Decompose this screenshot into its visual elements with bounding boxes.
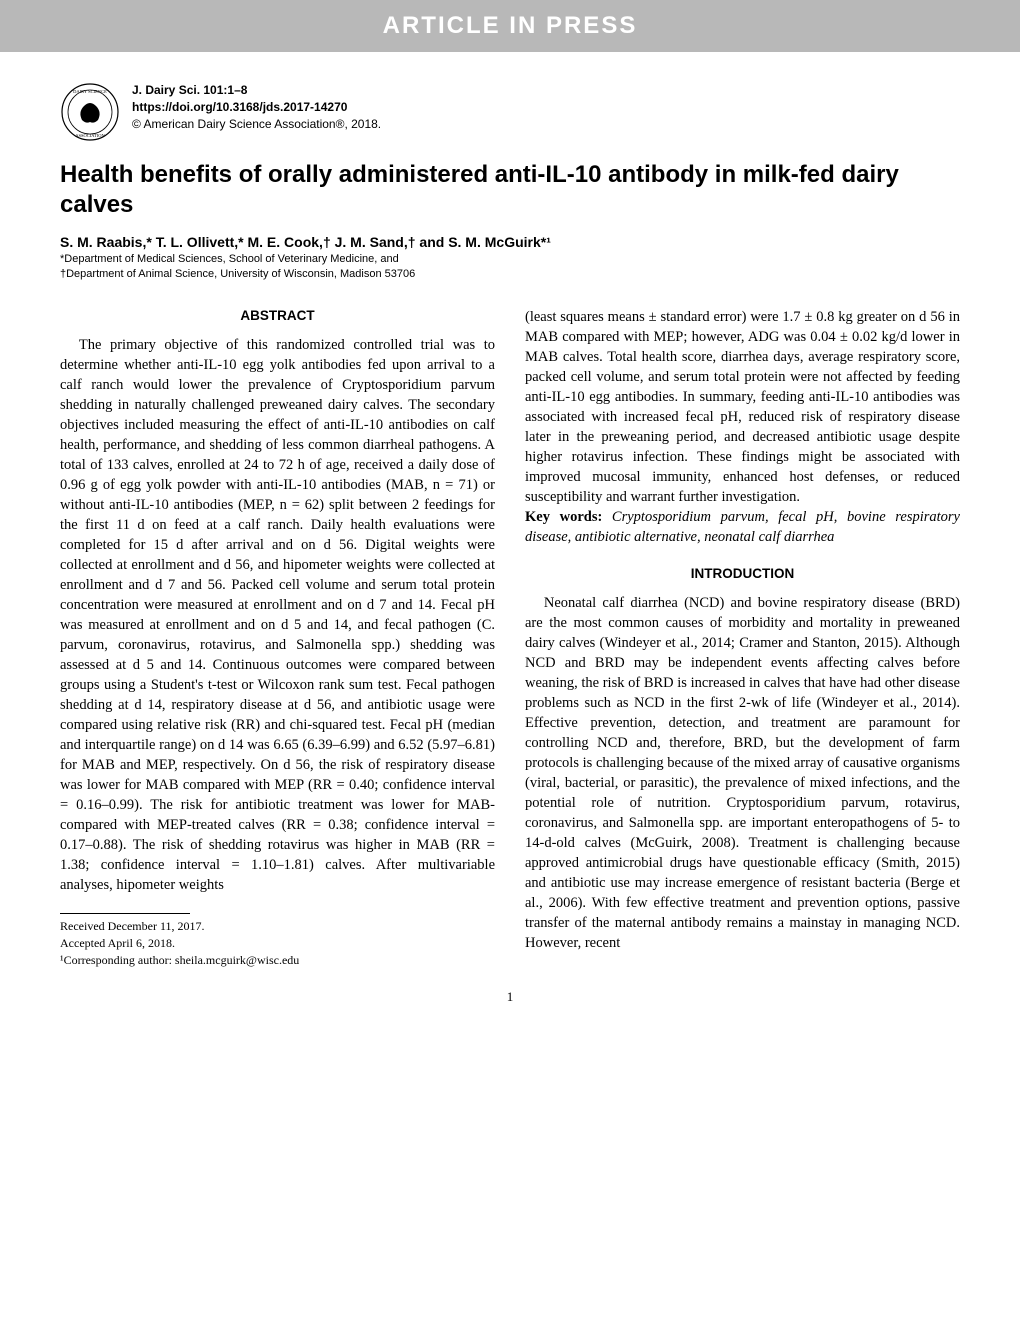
footnote-accepted: Accepted April 6, 2018. xyxy=(60,935,495,952)
affiliation-line: *Department of Medical Sciences, School … xyxy=(60,252,960,267)
journal-logo-icon: DAIRY SCIENCE ASSOCIATION xyxy=(60,82,120,142)
keywords-label: Key words: xyxy=(525,509,602,525)
footnotes: Received December 11, 2017. Accepted Apr… xyxy=(60,918,495,968)
affiliation-line: †Department of Animal Science, Universit… xyxy=(60,267,960,282)
journal-ref: J. Dairy Sci. 101:1–8 xyxy=(132,82,381,99)
journal-copyright: © American Dairy Science Association®, 2… xyxy=(132,116,381,133)
article-authors: S. M. Raabis,* T. L. Ollivett,* M. E. Co… xyxy=(60,234,960,250)
introduction-heading: INTRODUCTION xyxy=(525,565,960,584)
svg-text:ASSOCIATION: ASSOCIATION xyxy=(75,133,105,138)
abstract-continuation: (least squares means ± standard error) w… xyxy=(525,307,960,507)
keywords: Key words: Cryptosporidium parvum, fecal… xyxy=(525,507,960,547)
journal-header: DAIRY SCIENCE ASSOCIATION J. Dairy Sci. … xyxy=(60,82,960,142)
abstract-heading: ABSTRACT xyxy=(60,307,495,326)
footnote-separator xyxy=(60,913,190,914)
journal-doi: https://doi.org/10.3168/jds.2017-14270 xyxy=(132,99,381,116)
left-column: ABSTRACT The primary objective of this r… xyxy=(60,307,495,969)
footnote-corresponding: ¹Corresponding author: sheila.mcguirk@wi… xyxy=(60,952,495,969)
right-column: (least squares means ± standard error) w… xyxy=(525,307,960,969)
two-column-body: ABSTRACT The primary objective of this r… xyxy=(60,307,960,969)
abstract-paragraph: The primary objective of this randomized… xyxy=(60,335,495,895)
article-title: Health benefits of orally administered a… xyxy=(60,160,960,220)
introduction-paragraph: Neonatal calf diarrhea (NCD) and bovine … xyxy=(525,593,960,953)
svg-text:DAIRY SCIENCE: DAIRY SCIENCE xyxy=(73,89,107,94)
page-number: 1 xyxy=(60,989,960,1005)
footnote-received: Received December 11, 2017. xyxy=(60,918,495,935)
article-in-press-banner: ARTICLE IN PRESS xyxy=(0,0,1020,52)
page-content: DAIRY SCIENCE ASSOCIATION J. Dairy Sci. … xyxy=(0,52,1020,1025)
affiliations: *Department of Medical Sciences, School … xyxy=(60,252,960,283)
journal-meta: J. Dairy Sci. 101:1–8 https://doi.org/10… xyxy=(132,82,381,132)
